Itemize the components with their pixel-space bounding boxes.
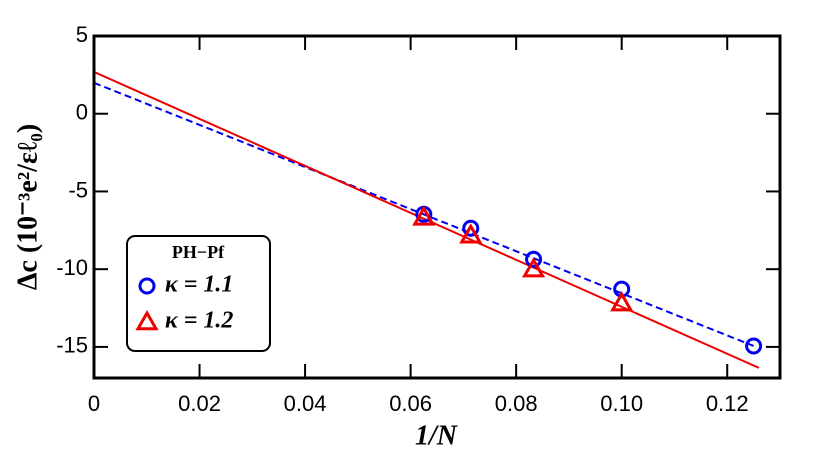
legend-box xyxy=(126,235,271,352)
point xyxy=(412,205,436,226)
x-tick-label: 0.02 xyxy=(178,391,221,416)
y-tick-label: 5 xyxy=(76,22,88,47)
point xyxy=(525,250,543,268)
x-tick-label: 0.06 xyxy=(389,391,432,416)
plot-frame xyxy=(92,34,782,380)
y-tick-label: -5 xyxy=(68,177,88,202)
legend-marker xyxy=(138,277,156,295)
point xyxy=(521,257,546,278)
legend-label: κ = 1.1 xyxy=(165,272,233,298)
point xyxy=(459,223,483,244)
y-tick-label: -10 xyxy=(56,255,88,280)
legend-title: PH−Pf xyxy=(172,242,225,262)
point xyxy=(745,337,763,355)
x-tick-label: 0.08 xyxy=(495,391,538,416)
y-axis-label: Δc (10⁻³e²/εℓ₀) xyxy=(12,124,43,290)
x-axis-label: 1/N xyxy=(415,420,459,451)
point xyxy=(462,219,480,237)
x-tick-label: 0 xyxy=(88,391,100,416)
x-tick-label: 0.10 xyxy=(600,391,643,416)
x-tick-label: 0.12 xyxy=(706,391,749,416)
legend-label: κ = 1.2 xyxy=(165,308,233,334)
legend-marker xyxy=(135,309,159,331)
y-tick-label: -15 xyxy=(56,333,88,358)
x-tick-label: 0.04 xyxy=(284,391,327,416)
y-tick-label: 0 xyxy=(76,100,88,125)
point xyxy=(610,291,634,312)
fit-line xyxy=(94,81,754,347)
